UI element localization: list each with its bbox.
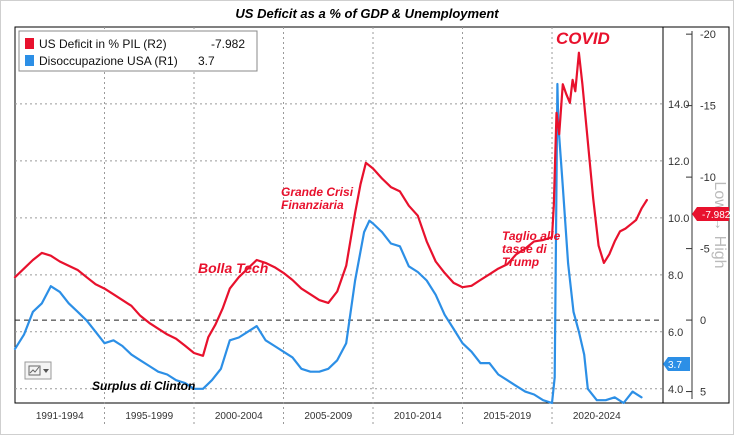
x-tick-label: 1991-1994: [36, 411, 84, 422]
legend-label-unemployment: Disoccupazione USA (R1): [39, 54, 178, 68]
inner-tick-label: 10.0: [668, 213, 689, 225]
outer-tick-label: -10: [700, 172, 716, 184]
unemployment-line: [13, 82, 643, 405]
annotation-trump-line1: Taglio alle: [502, 229, 561, 243]
unemployment-tag-text: 3.7: [668, 360, 682, 371]
outer-tick-label: -5: [700, 244, 710, 256]
inner-tick-label: 12.0: [668, 156, 689, 168]
legend-value-deficit: -7.982: [211, 37, 245, 51]
annotation-crisi-line1: Grande Crisi: [281, 185, 354, 199]
legend-label-deficit: US Deficit in % PIL (R2): [39, 37, 167, 51]
inner-tick-label: 4.0: [668, 384, 683, 396]
legend-swatch-unemployment: [25, 55, 34, 66]
deficit-tag-shape: [692, 207, 729, 221]
unemployment-tag-shape: [663, 357, 690, 371]
tick-labels: 4.0 6.0 8.0 10.0 12.0 14.0 -20 -15 -10 -5 0 5 1991-1…: [36, 29, 716, 422]
outer-tick-label: -15: [700, 101, 716, 113]
deficit-tag-text: -7.982: [702, 210, 731, 221]
x-tick-label: 2005-2009: [304, 411, 352, 422]
chart-type-button[interactable]: [24, 361, 52, 380]
deficit-value-tag: -7.982: [692, 207, 731, 221]
outer-tick-label: 5: [700, 387, 706, 399]
line-chart-icon: [28, 365, 41, 376]
chevron-down-icon: [43, 369, 49, 373]
unemployment-value-tag: 3.7: [663, 357, 690, 371]
outer-tick-label: 0: [700, 315, 706, 327]
legend-box: [18, 30, 258, 72]
axis-side-label: Low ↔ High: [711, 181, 728, 268]
chart-title: US Deficit as a % of GDP & Unemployment: [235, 6, 499, 21]
legend-swatch-deficit: [25, 38, 34, 49]
legend: US Deficit in % PIL (R2) -7.982 Disoccup…: [18, 30, 258, 72]
annotation-covid: COVID: [556, 29, 610, 48]
inner-tick-label: 8.0: [668, 270, 683, 282]
annotation-clinton-surplus: Surplus di Clinton: [92, 379, 195, 393]
deficit-line: [13, 51, 649, 357]
inner-tick-label: 6.0: [668, 327, 683, 339]
annotation-crisi-line2: Finanziaria: [281, 198, 344, 212]
annotation-trump-line3: Trump: [502, 255, 539, 269]
annotation-trump-line2: tasse di: [502, 242, 547, 256]
x-tick-label: 2010-2014: [394, 411, 442, 422]
x-tick-label: 1995-1999: [125, 411, 173, 422]
x-tick-label: 2020-2024: [573, 411, 621, 422]
inner-tick-label: 14.0: [668, 99, 689, 111]
x-tick-label: 2000-2004: [215, 411, 263, 422]
outer-tick-label: -20: [700, 29, 716, 41]
annotation-bolla-tech: Bolla Tech: [198, 260, 268, 276]
series-group: [13, 51, 649, 405]
x-tick-label: 2015-2019: [483, 411, 531, 422]
legend-value-unemployment: 3.7: [198, 54, 215, 68]
